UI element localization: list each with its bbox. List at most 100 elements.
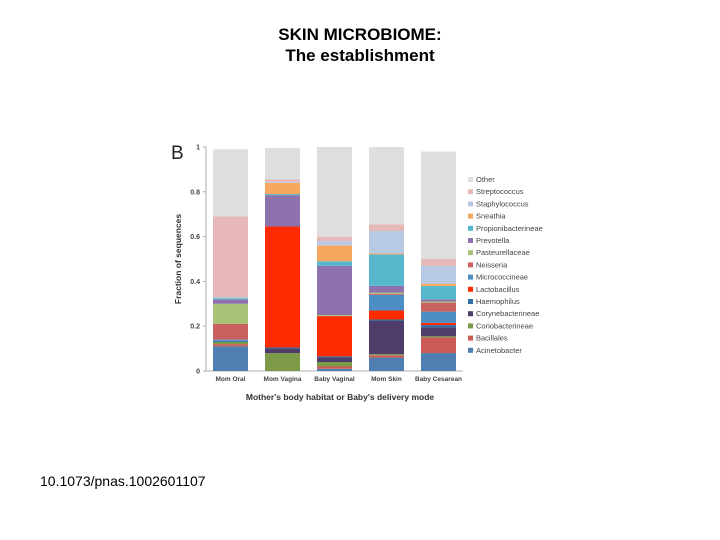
bar-segment (265, 148, 300, 180)
y-tick-label: 0.6 (190, 234, 200, 241)
legend-swatch (468, 299, 473, 304)
legend-item: Streptococcus (468, 187, 524, 196)
bar-segment (421, 285, 456, 300)
bar-segment (421, 337, 456, 354)
bar-segment (369, 294, 404, 311)
bars-group (213, 147, 456, 371)
bar-segment (369, 310, 404, 320)
legend-swatch (468, 335, 473, 341)
bar-segment (317, 368, 352, 371)
bar-segment (317, 316, 352, 357)
legend-item: Coriobacterineae (468, 321, 533, 330)
legend: Other Streptococcus Staphylococcus Sneathia… (468, 175, 543, 355)
legend-item: Other (468, 175, 495, 184)
legend-label: Coriobacterineae (476, 321, 533, 330)
bar-segment (317, 362, 352, 367)
bar-segment (421, 353, 456, 371)
legend-label: Propionibacterineae (476, 224, 543, 233)
x-category-label: Mom Vagina (264, 376, 302, 383)
legend-label: Haemophilus (476, 297, 520, 306)
bar-segment (369, 293, 404, 295)
bar-segment (369, 319, 404, 321)
bar-segment (213, 298, 248, 300)
panel-label: B (171, 143, 184, 164)
x-category-label: Baby Vaginal (314, 376, 355, 383)
bar-segment (369, 253, 404, 255)
bar-segment (265, 182, 300, 195)
legend-item: Sneathia (468, 212, 506, 221)
bar-segment (317, 356, 352, 358)
legend-swatch (468, 177, 473, 182)
bar-segment (317, 315, 352, 317)
y-axis-label: Fraction of sequences (173, 214, 183, 304)
legend-label: Sneathia (476, 212, 506, 221)
bar-segment (317, 261, 352, 266)
y-tick-label: 0 (196, 369, 200, 376)
bar-segment (213, 149, 248, 217)
legend-swatch (468, 262, 473, 268)
bar-segment (421, 265, 456, 284)
bar-segment (213, 344, 248, 347)
bar-segment (213, 303, 248, 324)
bar-segment (317, 357, 352, 363)
legend-swatch (468, 238, 473, 243)
bar-segment (317, 366, 352, 369)
bar-segment (421, 325, 456, 328)
bar-segment (369, 224, 404, 231)
y-tick-label: 0.2 (190, 324, 200, 331)
bar-segment (369, 292, 404, 294)
legend-swatch (468, 311, 473, 317)
y-tick-label: 0.8 (190, 189, 200, 196)
bar-segment (421, 311, 456, 323)
bar-segment (213, 340, 248, 342)
x-category-label: Mom Oral (216, 376, 246, 383)
bar-segment (213, 339, 248, 341)
legend-label: Neisseria (476, 260, 508, 269)
legend-label: Corynebacterineae (476, 309, 539, 318)
legend-label: Bacillales (476, 334, 508, 343)
bar-segment (317, 241, 352, 246)
bar-segment (265, 347, 300, 349)
bar-segment (213, 323, 248, 340)
legend-item: Pasteurellaceae (468, 248, 530, 257)
bar-segment (369, 354, 404, 356)
bar-segment (369, 355, 404, 358)
legend-label: Lactobacillus (476, 285, 520, 294)
bar-segment (213, 216, 248, 298)
x-category-label: Mom Skin (371, 376, 402, 383)
legend-item: Micrococcineae (468, 273, 528, 282)
bar-segment (265, 353, 300, 371)
bar-segment (369, 320, 404, 355)
legend-item: Corynebacterineae (468, 309, 539, 318)
legend-item: Neisseria (468, 260, 508, 269)
bar-segment (317, 147, 352, 237)
legend-swatch (468, 201, 473, 207)
x-axis-label: Mother's body habitat or Baby's delivery… (246, 392, 435, 402)
bar-stack (369, 147, 404, 371)
slide-title-line2: The establishment (285, 46, 435, 65)
bar-stack (421, 151, 456, 371)
bar-segment (317, 245, 352, 262)
legend-item: Haemophilus (468, 297, 520, 306)
legend-swatch (468, 225, 473, 231)
bar-segment (421, 301, 456, 303)
legend-label: Pasteurellaceae (476, 248, 530, 257)
legend-label: Other (476, 175, 495, 184)
slide-title-line1: SKIN MICROBIOME: (278, 25, 442, 44)
bar-segment (265, 179, 300, 182)
bar-segment (421, 259, 456, 266)
bar-segment (213, 297, 248, 299)
legend-label: Micrococcineae (476, 273, 528, 282)
legend-item: Propionibacterineae (468, 224, 543, 233)
legend-swatch (468, 250, 473, 256)
legend-item: Prevotella (468, 236, 510, 245)
bar-segment (265, 195, 300, 227)
x-category-label: Baby Cesarean (415, 376, 462, 383)
bar-segment (213, 299, 248, 304)
bar-segment (265, 226, 300, 348)
y-axis-ticks: 0 0.2 0.4 0.6 0.8 1 (190, 145, 206, 376)
legend-label: Streptococcus (476, 187, 524, 196)
legend-swatch (468, 274, 473, 280)
legend-swatch (468, 286, 473, 292)
bar-segment (265, 348, 300, 354)
